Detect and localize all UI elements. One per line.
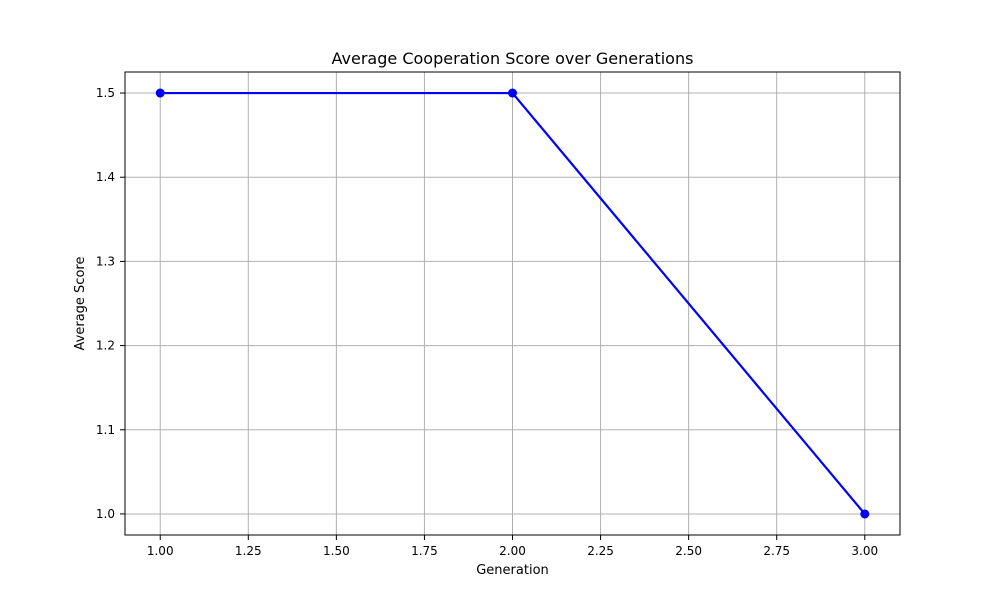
x-tick-label: 1.75 (411, 544, 438, 558)
x-tick-label: 1.50 (323, 544, 350, 558)
y-axis: 1.0 1.1 1.2 1.3 1.4 1.5 (96, 86, 125, 521)
x-axis: 1.00 1.25 1.50 1.75 2.00 2.25 2.50 2.75 3.00 (147, 535, 878, 558)
x-tick-label: 2.00 (499, 544, 526, 558)
data-point (508, 88, 517, 98)
y-tick-label: 1.4 (96, 170, 115, 184)
x-tick-label: 2.75 (763, 544, 790, 558)
y-tick-label: 1.1 (96, 423, 115, 437)
data-point (860, 509, 870, 519)
x-tick-label: 1.25 (235, 544, 262, 558)
y-tick-label: 1.2 (96, 339, 115, 353)
x-tick-label: 2.25 (587, 544, 614, 558)
chart-title: Average Cooperation Score over Generatio… (332, 49, 694, 68)
x-tick-label: 1.00 (147, 544, 174, 558)
grid (125, 72, 900, 535)
y-tick-label: 1.0 (96, 507, 115, 521)
y-axis-title: Average Score (73, 257, 88, 351)
x-tick-label: 3.00 (851, 544, 878, 558)
data-point (155, 88, 165, 98)
y-tick-label: 1.3 (96, 254, 115, 268)
x-axis-title: Generation (476, 563, 549, 578)
x-tick-label: 2.50 (675, 544, 702, 558)
y-tick-label: 1.5 (96, 86, 115, 100)
series-layer (155, 88, 870, 519)
